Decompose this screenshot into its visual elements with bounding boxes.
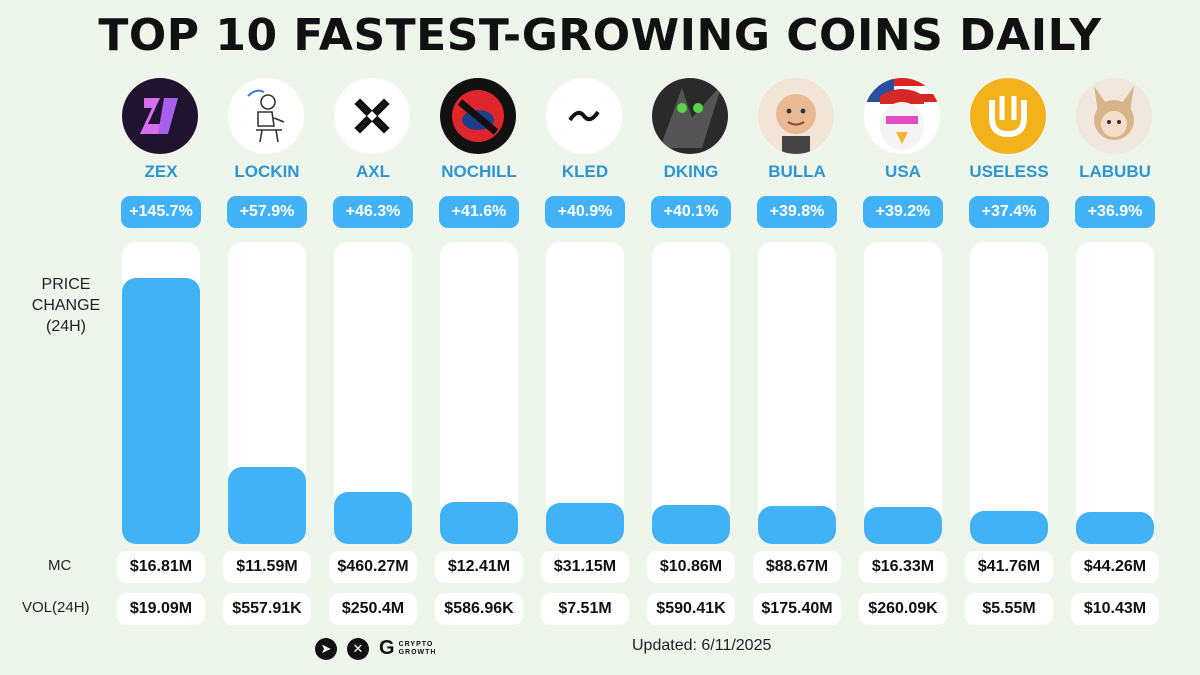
- data-label: +40.1%: [651, 196, 731, 228]
- usa-logo: [864, 78, 940, 154]
- lockin-logo: [228, 78, 304, 154]
- data-label: +40.9%: [545, 196, 625, 228]
- mc-value: $44.26M: [1071, 551, 1159, 583]
- dking-logo: [652, 78, 728, 154]
- vol-row-label: VOL(24H): [22, 599, 90, 616]
- vol-value: $250.4M: [329, 593, 417, 625]
- brand-line-2: GROWTH: [398, 648, 437, 656]
- coin-name-axl: AXL: [356, 162, 390, 181]
- bar-bulla: [758, 505, 836, 544]
- labubu-logo: [1076, 78, 1152, 154]
- mc-value: $31.15M: [541, 551, 629, 583]
- vol-value: $557.91K: [223, 593, 311, 625]
- bar-track: [1076, 242, 1154, 544]
- bar-track: [652, 242, 730, 544]
- coin-name-zex: ZEX: [144, 162, 178, 181]
- telegram-icon[interactable]: ➤: [315, 637, 337, 660]
- coin-name-bulla: BULLA: [768, 162, 826, 181]
- bar-useless: [970, 510, 1048, 544]
- mc-value: $460.27M: [329, 551, 417, 583]
- x-icon[interactable]: ✕: [347, 637, 369, 660]
- bar-track: [546, 242, 624, 544]
- bar-track: [440, 242, 518, 544]
- coin-name-dking: DKING: [663, 162, 719, 181]
- mc-row-label: MC: [48, 557, 72, 574]
- bulla-logo: [758, 78, 834, 154]
- mc-value: $41.76M: [965, 551, 1053, 583]
- vol-value: $590.41K: [647, 593, 735, 625]
- coin-name-nochill: NOCHILL: [441, 162, 517, 181]
- crypto-growth-logo: G CRYPTO GROWTH: [379, 637, 437, 659]
- data-label: +57.9%: [227, 196, 307, 228]
- mc-value: $16.81M: [117, 551, 205, 583]
- coin-name-usa: USA: [885, 162, 921, 181]
- bar-kled: [546, 503, 624, 544]
- vol-value: $175.40M: [753, 593, 841, 625]
- mc-value: $88.67M: [753, 551, 841, 583]
- bar-usa: [864, 507, 942, 544]
- bar-zex: [122, 278, 200, 544]
- data-label: +37.4%: [969, 196, 1049, 228]
- mc-value: $12.41M: [435, 551, 523, 583]
- vol-value: $586.96K: [435, 593, 523, 625]
- data-label: +39.2%: [863, 196, 943, 228]
- axl-logo: [334, 78, 410, 154]
- bar-track: [758, 242, 836, 544]
- mc-value: $16.33M: [859, 551, 947, 583]
- useless-logo: [970, 78, 1046, 154]
- coin-name-labubu: LABUBU: [1079, 162, 1151, 181]
- brand-line-1: CRYPTO: [398, 640, 434, 648]
- bar-nochill: [440, 501, 518, 544]
- mc-value: $10.86M: [647, 551, 735, 583]
- zex-logo: [122, 78, 198, 154]
- bar-lockin: [228, 466, 306, 544]
- nochill-logo: [440, 78, 516, 154]
- data-label: +145.7%: [121, 196, 201, 228]
- data-label: +41.6%: [439, 196, 519, 228]
- mc-value: $11.59M: [223, 551, 311, 583]
- vol-value: $5.55M: [965, 593, 1053, 625]
- vol-value: $10.43M: [1071, 593, 1159, 625]
- kled-logo: [546, 78, 622, 154]
- bar-labubu: [1076, 512, 1154, 544]
- bar-axl: [334, 491, 412, 544]
- updated-date: Updated: 6/11/2025: [632, 637, 772, 654]
- data-label: +39.8%: [757, 196, 837, 228]
- data-label: +36.9%: [1075, 196, 1155, 228]
- bar-track: [864, 242, 942, 544]
- bar-dking: [652, 505, 730, 544]
- coin-name-kled: KLED: [561, 162, 609, 181]
- vol-value: $260.09K: [859, 593, 947, 625]
- y-axis-label: PRICE CHANGE (24H): [31, 276, 101, 335]
- data-label: +46.3%: [333, 196, 413, 228]
- footer-social-icons: ➤ ✕ G CRYPTO GROWTH: [315, 637, 436, 660]
- vol-value: $19.09M: [117, 593, 205, 625]
- coin-name-lockin: LOCKIN: [234, 162, 300, 181]
- chart-title: TOP 10 FASTEST-GROWING COINS DAILY: [98, 10, 1102, 61]
- vol-value: $7.51M: [541, 593, 629, 625]
- coin-name-useless: USELESS: [969, 162, 1049, 181]
- bar-track: [970, 242, 1048, 544]
